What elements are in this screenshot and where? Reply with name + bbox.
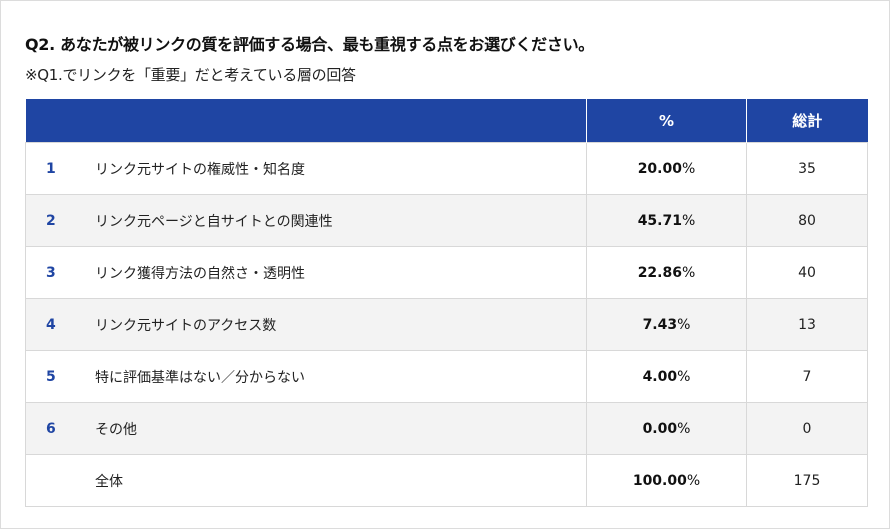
row-label-cell: 5 特に評価基準はない／分からない bbox=[25, 350, 587, 403]
row-label-cell: 2 リンク元ページと自サイトとの関連性 bbox=[25, 194, 587, 247]
question-note: ※Q1.でリンクを「重要」だと考えている層の回答 bbox=[25, 66, 356, 84]
row-number: 2 bbox=[46, 212, 56, 229]
row-number: 6 bbox=[46, 420, 56, 437]
row-percent: 22.86% bbox=[586, 246, 747, 299]
row-count: 35 bbox=[746, 142, 868, 195]
row-label: 特に評価基準はない／分からない bbox=[95, 369, 305, 386]
row-percent: 4.00% bbox=[586, 350, 747, 403]
row-number: 5 bbox=[46, 368, 56, 385]
table-row: 6 その他 0.00% 0 bbox=[25, 402, 868, 455]
row-label: リンク元ページと自サイトとの関連性 bbox=[95, 213, 333, 230]
total-label: 全体 bbox=[95, 473, 123, 490]
row-label: リンク元サイトのアクセス数 bbox=[95, 317, 277, 334]
table-row: 5 特に評価基準はない／分からない 4.00% 7 bbox=[25, 350, 868, 403]
table-row: 1 リンク元サイトの権威性・知名度 20.00% 35 bbox=[25, 142, 868, 195]
row-count: 80 bbox=[746, 194, 868, 247]
row-count: 0 bbox=[746, 402, 868, 455]
row-percent: 0.00% bbox=[586, 402, 747, 455]
row-number: 1 bbox=[46, 160, 56, 177]
row-percent: 45.71% bbox=[586, 194, 747, 247]
row-number: 4 bbox=[46, 316, 56, 333]
row-percent: 20.00% bbox=[586, 142, 747, 195]
row-label-cell: 6 その他 bbox=[25, 402, 587, 455]
header-percent: % bbox=[586, 99, 747, 143]
table-row: 4 リンク元サイトのアクセス数 7.43% 13 bbox=[25, 298, 868, 351]
table-row: 2 リンク元ページと自サイトとの関連性 45.71% 80 bbox=[25, 194, 868, 247]
row-count: 13 bbox=[746, 298, 868, 351]
row-percent: 7.43% bbox=[586, 298, 747, 351]
row-label-cell: 1 リンク元サイトの権威性・知名度 bbox=[25, 142, 587, 195]
row-label: リンク元サイトの権威性・知名度 bbox=[95, 161, 305, 178]
row-label-cell: 全体 bbox=[25, 454, 587, 507]
table-header-row: % 総計 bbox=[25, 99, 868, 143]
question-title: Q2. あなたが被リンクの質を評価する場合、最も重視する点をお選びください。 bbox=[25, 35, 594, 54]
row-label-cell: 4 リンク元サイトのアクセス数 bbox=[25, 298, 587, 351]
row-label-cell: 3 リンク獲得方法の自然さ・透明性 bbox=[25, 246, 587, 299]
table-row: 3 リンク獲得方法の自然さ・透明性 22.86% 40 bbox=[25, 246, 868, 299]
header-label bbox=[25, 99, 587, 143]
table-total-row: 全体 100.00% 175 bbox=[25, 454, 868, 507]
row-label: リンク獲得方法の自然さ・透明性 bbox=[95, 265, 305, 282]
results-table: % 総計 1 リンク元サイトの権威性・知名度 20.00% 35 2 リンク元ペ… bbox=[25, 99, 868, 507]
row-count: 40 bbox=[746, 246, 868, 299]
row-number: 3 bbox=[46, 264, 56, 281]
row-label: その他 bbox=[95, 421, 137, 438]
total-percent: 100.00% bbox=[586, 454, 747, 507]
total-count: 175 bbox=[746, 454, 868, 507]
row-count: 7 bbox=[746, 350, 868, 403]
header-total: 総計 bbox=[746, 99, 868, 143]
